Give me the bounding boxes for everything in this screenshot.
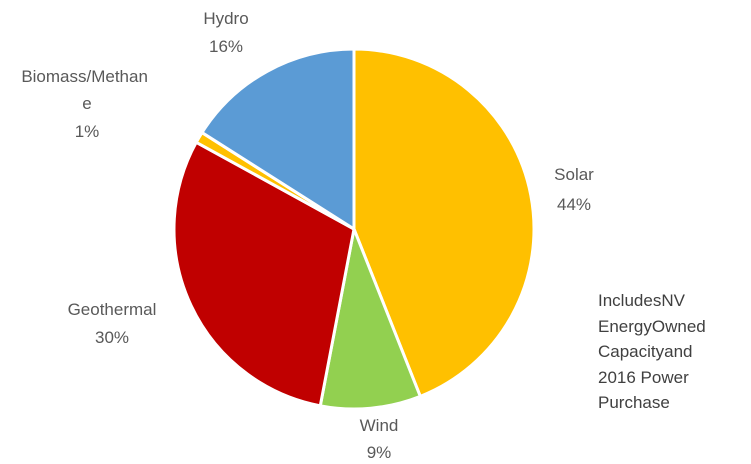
slice-label-wind-category: Wind [360, 416, 399, 435]
slice-label-solar-category: Solar [554, 165, 594, 184]
slice-label-biomass-category-line1: Biomass/Methan [21, 67, 148, 86]
slice-label-biomass-percent: 1% [75, 122, 100, 141]
slice-label-solar-percent: 44% [557, 195, 591, 214]
note-line-3: Capacityand [598, 342, 693, 361]
pie-labels: Solar 44% Wind 9% Geothermal 30% Biomass… [21, 9, 594, 462]
pie-slice-solar [352, 47, 536, 398]
pie-slices [172, 47, 536, 411]
slice-label-geothermal-percent: 30% [95, 328, 129, 347]
pie-slice-hydro [200, 47, 356, 231]
slice-label-geothermal-category: Geothermal [68, 300, 157, 319]
slice-label-hydro-percent: 16% [209, 37, 243, 56]
note-line-4: 2016 Power [598, 367, 689, 387]
pie-slice-geothermal [172, 140, 356, 408]
note-line-5: Purchase [598, 393, 670, 412]
slice-label-wind-percent: 9% [367, 443, 392, 462]
pie-slice-wind [318, 227, 422, 411]
note-line-2: EnergyOwned [598, 316, 706, 336]
slice-label-biomass-category: Biomass/Methan e [21, 67, 152, 113]
slice-label-biomass-category-line2: e [82, 94, 91, 113]
chart-note: IncludesNV EnergyOwned Capacityand 2016 … [598, 288, 748, 416]
note-line-1: IncludesNV [598, 291, 685, 310]
slice-label-hydro-category: Hydro [203, 9, 248, 28]
